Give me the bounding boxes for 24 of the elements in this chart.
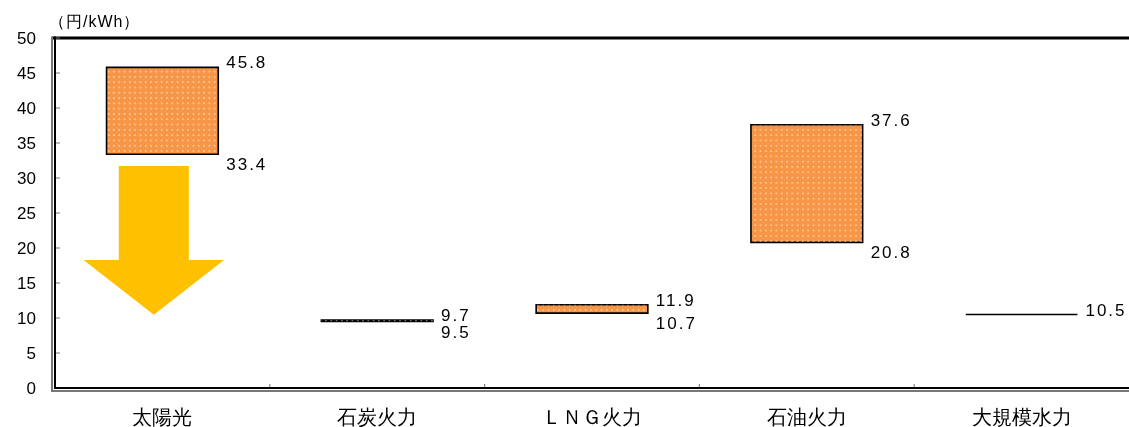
y-tick-label: 35 [17,133,36,153]
annotation: 45.8 [226,53,268,73]
y-tick-label: 15 [17,273,36,293]
x-tick-label: 太陽光 [132,406,193,427]
y-tick-label: 5 [26,343,36,363]
y-tick-label: 10 [17,308,36,328]
x-tick-label: 石炭火力 [337,406,418,427]
y-tick-label: 40 [17,98,36,118]
annotation: 37.6 [870,110,912,130]
annotation: 33.4 [226,155,268,175]
annotation: 11.9 [655,290,696,310]
y-tick-label: 25 [17,203,36,223]
y-tick-label: 45 [17,63,36,83]
y-tick-label: 0 [26,378,36,398]
annotation: 10.7 [655,314,697,334]
x-tick-label: 大規模水力 [971,406,1072,427]
y-tick-label: 20 [17,238,36,258]
y-tick-label: 50 [17,28,36,48]
y-axis-title: （円/kWh） [49,13,141,30]
x-tick-label: ＬＮＧ火力 [542,406,642,427]
y-tick-label: 30 [17,168,36,188]
annotation: 10.5 [1085,300,1127,320]
x-tick-label: 石油火力 [766,406,847,427]
annotation: 20.8 [870,243,912,263]
